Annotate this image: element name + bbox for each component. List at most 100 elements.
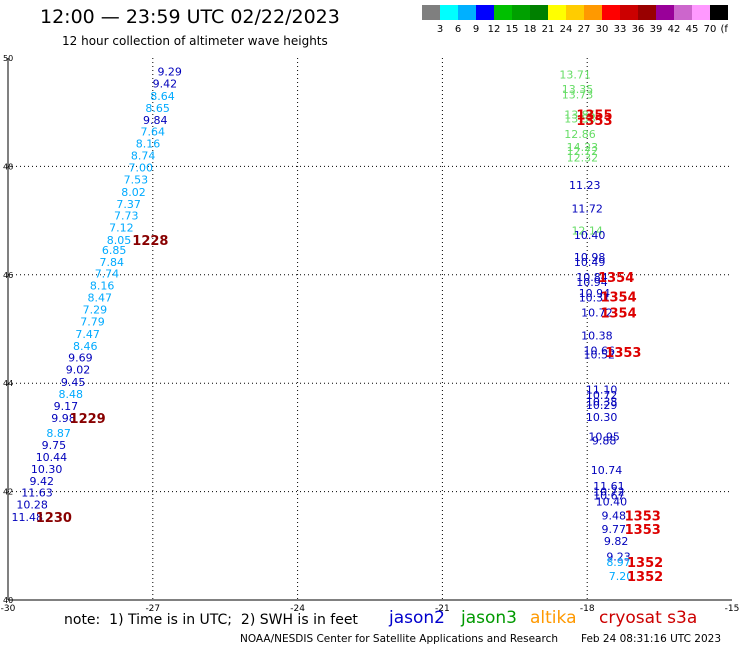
swh-data-label: 8.65 [145,102,170,115]
swh-data-label: 10.52 [584,348,616,361]
swh-data-label: 9.75 [42,439,67,452]
swh-data-label: 10.49 [574,256,606,269]
time-label: 1353 [625,509,661,524]
swh-data-label: 10.72 [593,486,625,499]
swh-data-label: 7.00 [128,161,153,174]
colorbar-swatch [458,5,476,20]
colorbar-label: 70 [704,24,717,35]
swh-data-label: 9.17 [54,400,79,413]
swh-data-label: 10.40 [574,229,606,242]
swh-data-label: 7.29 [83,303,108,316]
swh-data-label: 10.40 [596,495,628,508]
colorbar-label: (ft) [720,24,728,35]
colorbar-label: 21 [542,24,555,35]
y-tick-label: 48 [3,162,13,171]
swh-data-label: 8.64 [150,90,175,103]
swh-data-label: 10.72 [586,389,618,402]
swh-data-label: 10.38 [586,396,618,409]
x-tick-label: -24 [290,604,305,612]
colorbar-label: 9 [473,24,479,35]
swh-data-label: 10.72 [581,307,613,320]
swh-data-label: 13.71 [559,68,591,81]
swh-data-label: 9.45 [61,376,86,389]
chart-grid [8,58,732,600]
swh-data-label: 10.98 [574,251,606,264]
swh-data-label: 8.87 [46,427,71,440]
colorbar-label: 27 [578,24,591,35]
swh-data-label: 8.97 [606,556,631,569]
swh-data-label: 7.47 [75,328,100,341]
time-label: 1352 [627,570,663,585]
time-label: 1229 [70,412,106,427]
colorbar-label: 36 [632,24,645,35]
colorbar-swatch [494,5,512,20]
swh-data-label: 13.85 [564,108,596,121]
colorbar-swatch [476,5,494,20]
page-title: 12:00 — 23:59 UTC 02/22/2023 [40,6,340,28]
swh-data-label: 9.02 [66,364,91,377]
swh-data-label: 12.32 [567,152,599,165]
chart-points: 9.299.428.648.659.847.648.168.747.007.53… [12,66,634,584]
time-label: 1354 [600,307,636,322]
swh-data-label: 10.30 [586,411,618,424]
swh-data-label: 8.16 [136,138,161,151]
swh-data-label: 12.72 [567,145,599,158]
swh-data-label: 10.29 [586,399,618,412]
colorbar-label: 15 [506,24,519,35]
colorbar-label: 45 [686,24,699,35]
swh-data-label: 13.33 [564,113,596,126]
swh-data-label: 13.73 [562,88,594,101]
swh-data-label: 9.88 [592,435,617,448]
swh-data-label: 10.95 [588,430,620,443]
colorbar-swatch [692,5,710,20]
chart-axes [7,58,732,601]
page-subtitle: 12 hour collection of altimeter wave hei… [62,34,328,48]
colorbar-swatch [422,5,440,20]
time-label: 1352 [627,556,663,571]
colorbar-label: 12 [488,24,501,35]
swh-data-label: 7.20 [609,570,634,583]
swh-data-label: 9.23 [606,551,631,564]
swh-data-label: 8.74 [131,150,156,163]
x-tick-label: -15 [725,604,740,612]
swh-data-label: 10.30 [31,463,63,476]
time-label: 1353 [605,346,641,361]
colorbar-label: 30 [596,24,609,35]
swh-data-label: 10.66 [584,345,616,358]
colorbar-label: 39 [650,24,663,35]
swh-data-label: 7.74 [95,268,120,281]
y-tick-label: 46 [3,271,13,280]
time-label: 1230 [36,511,72,526]
swh-data-label: 8.48 [58,388,83,401]
swh-data-label: 10.67 [593,489,625,502]
colorbar-swatch [602,5,620,20]
swh-data-label: 9.98 [51,412,76,425]
colorbar-swatch [566,5,584,20]
time-label: 1354 [598,271,634,286]
colorbar-label: 18 [524,24,537,35]
y-tick-label: 40 [3,596,13,605]
swh-data-label: 6.85 [102,244,127,257]
swh-data-label: 12.86 [564,128,596,141]
colorbar-swatch [638,5,656,20]
swh-data-label: 7.12 [109,222,134,235]
swh-data-label: 9.42 [153,77,178,90]
swh-data-label: 10.38 [581,330,613,343]
footer-credit: NOAA/NESDIS Center for Satellite Applica… [240,633,558,645]
swh-data-label: 11.61 [593,480,625,493]
swh-data-label: 11.72 [571,203,603,216]
swh-data-label: 14.23 [567,141,599,154]
time-label: 1353 [576,114,612,129]
y-tick-label: 44 [3,379,13,388]
swh-data-label: 10.94 [579,287,611,300]
chart-tick-labels: -30 -27 -24 -21 -18 -15 40 42 44 46 48 50 [1,54,740,612]
x-tick-label: -30 [1,604,16,612]
colorbar-label: 3 [437,24,443,35]
swh-data-label: 10.31 [579,292,611,305]
x-tick-label: -27 [145,604,160,612]
chart-time-labels: 1228122912301355135313541354135413531353… [36,108,663,585]
swh-data-label: 7.37 [116,198,141,211]
legend-jason3: jason3 [461,608,517,628]
swh-data-label: 8.46 [73,340,98,353]
